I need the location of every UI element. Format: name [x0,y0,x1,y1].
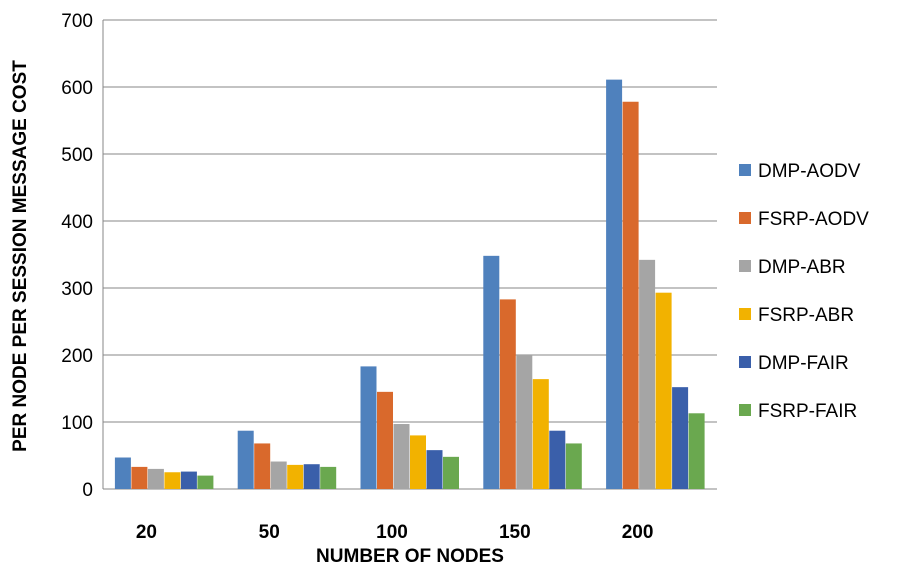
y-tick-label: 0 [82,480,93,501]
bar-dmp-aodv-100 [360,366,377,489]
x-category-label: 100 [376,522,408,543]
bar-fsrp-fair-20 [197,475,214,489]
y-tick-label: 700 [61,11,93,32]
bar-fsrp-abr-50 [287,464,304,489]
x-category-label: 20 [136,522,157,543]
legend-label: FSRP-FAIR [758,401,857,422]
gridlines [102,19,717,490]
legend-swatch-dmp-aodv [739,164,751,176]
bar-dmp-fair-50 [303,464,320,489]
bar-dmp-fair-150 [549,430,566,489]
bar-dmp-abr-20 [147,468,164,489]
bar-fsrp-abr-200 [655,292,672,489]
legend-label: DMP-ABR [758,257,846,278]
bar-dmp-aodv-20 [114,457,131,489]
legend-label: DMP-AODV [758,161,861,182]
y-tick-label: 400 [61,212,93,233]
bar-fsrp-aodv-150 [499,299,516,489]
bar-dmp-fair-20 [180,471,197,489]
y-tick-label: 500 [61,145,93,166]
bar-fsrp-aodv-200 [622,101,639,490]
legend: DMP-AODV FSRP-AODV DMP-ABR FSRP-ABR DMP-FAIR… [739,161,869,422]
bar-dmp-fair-100 [426,450,443,489]
bar-dmp-aodv-50 [237,430,254,489]
legend-swatch-dmp-fair [739,356,751,368]
bar-dmp-aodv-200 [606,79,623,489]
x-axis-title: NUMBER OF NODES [316,546,504,567]
bar-fsrp-aodv-100 [377,391,393,489]
x-category-label: 50 [259,522,280,543]
bar-fsrp-abr-100 [410,435,426,489]
bar-dmp-abr-50 [270,461,287,489]
bar-fsrp-aodv-20 [131,466,148,489]
bar-dmp-fair-200 [672,387,689,489]
bar-fsrp-abr-150 [532,379,549,489]
bar-dmp-abr-150 [516,355,533,489]
bar-fsrp-abr-20 [164,472,181,489]
bar-fsrp-fair-150 [565,443,582,489]
x-category-label: 150 [499,522,531,543]
bar-fsrp-fair-200 [688,413,705,489]
y-tick-label: 300 [61,279,93,300]
y-axis-title: PER NODE PER SESSION MESSAGE COST [10,60,31,452]
legend-swatch-fsrp-aodv [739,212,751,224]
y-tick-label: 600 [61,78,93,99]
y-tick-label: 200 [61,346,93,367]
y-tick-labels: 0 100 200 300 400 500 600 700 [61,11,93,501]
bar-dmp-abr-200 [639,259,656,489]
bar-fsrp-fair-50 [320,466,337,489]
legend-label: FSRP-ABR [758,305,854,326]
legend-label: DMP-FAIR [758,353,849,374]
bars [114,79,705,490]
bar-fsrp-aodv-50 [254,443,271,489]
legend-swatch-fsrp-fair [739,404,751,416]
legend-swatch-fsrp-abr [739,308,751,320]
bar-fsrp-fair-100 [443,456,459,489]
legend-label: FSRP-AODV [758,209,869,230]
x-category-labels: 20 50 100 150 200 [136,522,654,543]
y-tick-label: 100 [61,413,93,434]
bar-dmp-aodv-150 [483,255,500,489]
x-category-label: 200 [622,522,654,543]
bar-dmp-abr-100 [393,424,410,489]
legend-swatch-dmp-abr [739,260,751,272]
